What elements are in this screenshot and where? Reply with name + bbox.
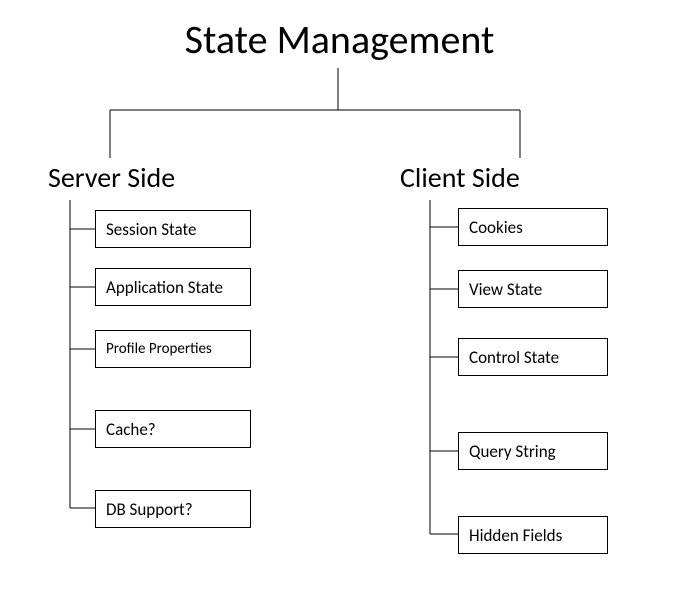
leaf-label: Query String bbox=[469, 441, 556, 462]
diagram-title: State Management bbox=[0, 15, 679, 64]
leaf-label: Cookies bbox=[469, 217, 523, 238]
leaf-box: Hidden Fields bbox=[458, 516, 608, 554]
leaf-label: Profile Properties bbox=[106, 340, 212, 358]
leaf-label: Cache? bbox=[106, 419, 156, 440]
leaf-box: Cache? bbox=[95, 410, 251, 448]
leaf-box: Session State bbox=[95, 210, 251, 248]
leaf-label: Control State bbox=[469, 347, 559, 368]
leaf-box: View State bbox=[458, 270, 608, 308]
branch-heading-client: Client Side bbox=[400, 160, 520, 195]
branch-heading-server: Server Side bbox=[48, 160, 175, 195]
leaf-box: Control State bbox=[458, 338, 608, 376]
leaf-label: DB Support? bbox=[106, 499, 193, 520]
leaf-box: Application State bbox=[95, 268, 251, 306]
leaf-box: Profile Properties bbox=[95, 330, 251, 368]
leaf-box: Cookies bbox=[458, 208, 608, 246]
leaf-label: Session State bbox=[106, 219, 196, 240]
leaf-label: View State bbox=[469, 279, 542, 300]
leaf-label: Hidden Fields bbox=[469, 525, 562, 546]
leaf-label: Application State bbox=[106, 277, 223, 298]
leaf-box: Query String bbox=[458, 432, 608, 470]
leaf-box: DB Support? bbox=[95, 490, 251, 528]
